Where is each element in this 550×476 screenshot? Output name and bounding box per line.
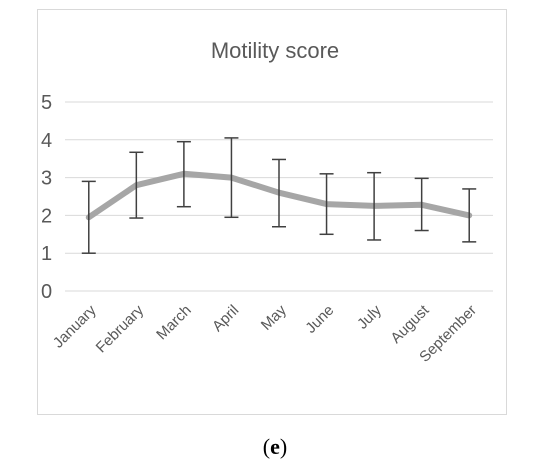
x-tick-label-may: May [258,301,290,333]
y-tick-label-0: 0 [41,281,52,303]
x-tick-label-july: July [354,301,385,332]
error-bar-march [176,140,191,208]
error-bars [81,137,477,254]
error-bar-april [224,137,239,219]
error-bar-september [462,188,477,243]
error-bar-may [272,158,286,228]
error-bar-january [81,180,96,254]
chart-title: Motility score [211,38,339,63]
caption-open: ( [262,434,271,459]
error-bar-july [367,171,382,241]
y-tick-label-1: 1 [41,243,52,265]
caption-close: ) [279,434,288,459]
panel-caption: (e) [0,434,550,460]
y-tick-label-2: 2 [41,205,52,227]
y-tick-label-4: 4 [41,130,52,152]
x-tick-label-june: June [302,302,337,337]
y-tick-label-5: 5 [41,92,52,114]
x-tick-label-february: February [93,301,148,356]
caption-letter: e [270,434,280,459]
error-bar-june [319,173,334,236]
error-bar-february [129,151,144,219]
y-axis-ticks: 0 1 2 3 4 5 [41,92,52,303]
error-bar-august [414,177,429,232]
x-tick-label-march: March [153,302,194,343]
y-tick-label-3: 3 [41,168,52,190]
x-tick-label-april: April [209,302,242,335]
x-tick-label-august: August [387,301,433,347]
